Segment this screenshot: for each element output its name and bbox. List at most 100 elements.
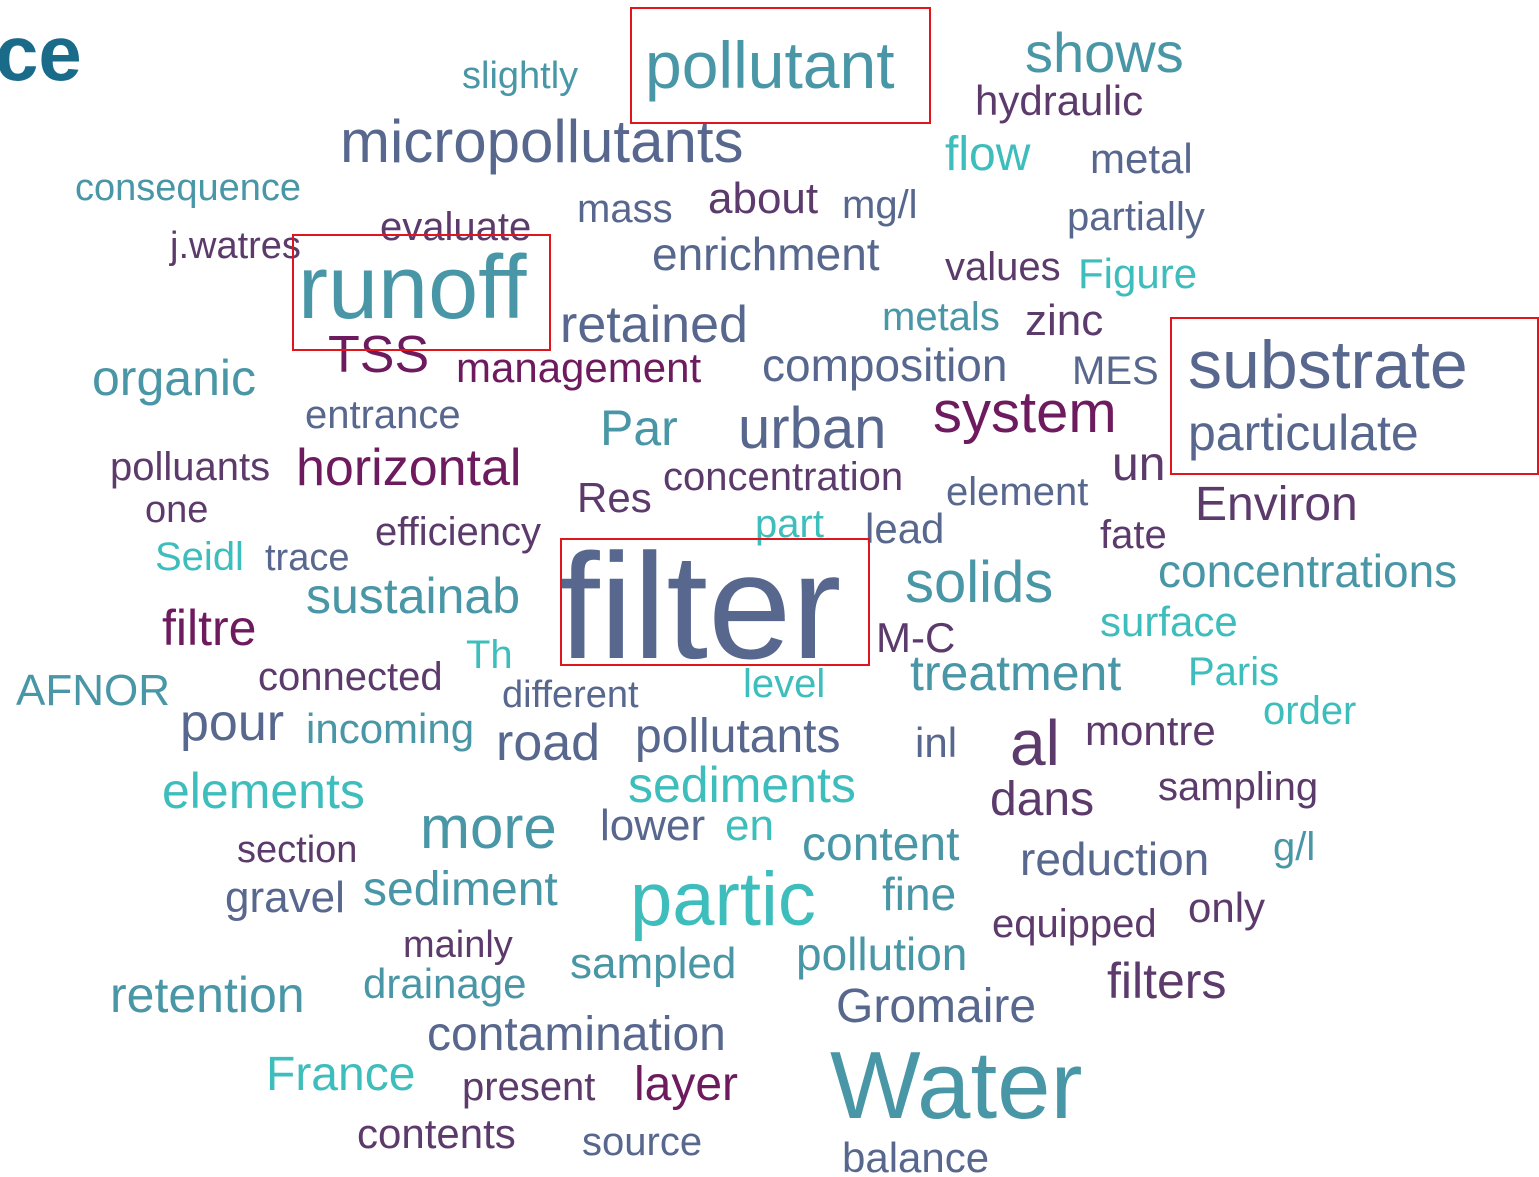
word: flow xyxy=(945,128,1031,181)
word: France xyxy=(266,1048,415,1101)
word: metals xyxy=(882,295,1000,339)
word: sediments xyxy=(628,757,856,813)
title-fragment: ce xyxy=(0,9,82,97)
word: order xyxy=(1263,689,1356,733)
word: al xyxy=(1010,707,1060,779)
word: sustainab xyxy=(306,568,520,624)
word: urban xyxy=(738,396,886,461)
word: element xyxy=(946,470,1088,514)
word: elements xyxy=(162,763,365,819)
word: lower xyxy=(600,801,705,850)
word: slightly xyxy=(462,55,578,97)
word: Figure xyxy=(1078,250,1197,297)
word: source xyxy=(582,1120,702,1164)
word: equipped xyxy=(992,902,1157,946)
word: system xyxy=(933,380,1117,445)
word: mass xyxy=(577,187,673,231)
word: mainly xyxy=(403,924,513,966)
word: g/l xyxy=(1273,825,1315,869)
word: contamination xyxy=(427,1008,726,1061)
word: Res xyxy=(577,474,652,521)
word: management xyxy=(456,344,701,391)
word: consequence xyxy=(75,167,301,209)
word: efficiency xyxy=(375,510,541,554)
word: more xyxy=(420,794,557,861)
word: mg/l xyxy=(842,183,918,227)
word: solids xyxy=(905,550,1053,615)
word: Gromaire xyxy=(836,980,1036,1033)
word: MES xyxy=(1072,349,1159,393)
word: trace xyxy=(265,537,349,579)
word: entrance xyxy=(305,393,461,437)
word: composition xyxy=(762,339,1007,391)
word: layer xyxy=(634,1058,738,1111)
word: zinc xyxy=(1025,296,1103,345)
word: j.watres xyxy=(169,225,301,267)
word: filter xyxy=(558,522,841,690)
word: present xyxy=(462,1065,595,1109)
word: pollution xyxy=(796,928,967,980)
word: pollutant xyxy=(645,28,895,102)
word: one xyxy=(145,489,208,531)
word: concentrations xyxy=(1158,545,1457,597)
word: incoming xyxy=(306,705,474,752)
word: retention xyxy=(110,967,305,1023)
word: balance xyxy=(842,1134,989,1177)
word: drainage xyxy=(363,960,526,1007)
word: filtre xyxy=(162,600,256,656)
word: pour xyxy=(180,694,284,752)
word: Water xyxy=(830,1032,1082,1139)
word: metal xyxy=(1090,135,1193,182)
word: road xyxy=(496,714,600,772)
word: micropollutants xyxy=(340,108,744,175)
word: level xyxy=(743,662,825,706)
word: montre xyxy=(1085,707,1216,754)
highlight-box xyxy=(560,538,870,666)
word: Par xyxy=(600,400,678,456)
word: treatment xyxy=(910,645,1121,701)
word: pollutants xyxy=(635,710,840,763)
word: sampled xyxy=(570,939,736,988)
word: dans xyxy=(990,773,1094,826)
word: content xyxy=(802,818,959,871)
word: particulate xyxy=(1188,405,1419,461)
word: connected xyxy=(258,655,443,699)
word: Seidl xyxy=(155,535,244,579)
word: substrate xyxy=(1188,327,1468,403)
word: evaluate xyxy=(380,205,531,249)
highlight-box xyxy=(630,7,931,124)
word: TSS xyxy=(328,326,429,384)
word: runoff xyxy=(298,238,528,338)
word: contents xyxy=(357,1110,516,1157)
word: surface xyxy=(1100,598,1238,645)
word: organic xyxy=(92,350,256,406)
word: section xyxy=(237,829,357,871)
word: enrichment xyxy=(652,228,880,280)
word: sediment xyxy=(363,863,558,916)
word: hydraulic xyxy=(975,77,1143,124)
word: different xyxy=(502,674,639,716)
word: inl xyxy=(915,719,957,766)
word: partic xyxy=(630,857,816,942)
word: AFNOR xyxy=(16,666,170,715)
word: only xyxy=(1188,884,1265,931)
word: filters xyxy=(1107,953,1226,1009)
word: Environ xyxy=(1195,478,1358,531)
highlight-box xyxy=(292,234,551,351)
word: shows xyxy=(1025,21,1184,84)
word: polluants xyxy=(110,445,270,489)
word: en xyxy=(725,801,774,850)
word: horizontal xyxy=(296,439,521,497)
word: fate xyxy=(1100,513,1167,557)
word: un xyxy=(1112,438,1165,491)
word: about xyxy=(708,174,818,223)
word: retained xyxy=(560,296,748,354)
word: concentration xyxy=(663,455,903,499)
word: Th xyxy=(466,633,513,677)
word: partially xyxy=(1067,195,1205,239)
word: fine xyxy=(882,868,956,920)
word: M-C xyxy=(876,614,955,661)
highlight-box xyxy=(1170,317,1539,475)
